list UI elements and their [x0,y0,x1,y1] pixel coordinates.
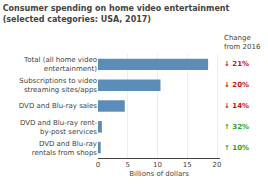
svg-text:5: 5 [126,161,130,169]
svg-text:↓ 14%: ↓ 14% [224,102,249,110]
svg-text:↑ 10%: ↑ 10% [224,144,249,152]
svg-text:10: 10 [153,161,162,169]
svg-text:↓ 20%: ↓ 20% [224,81,249,89]
svg-text:Consumer spending on home vide: Consumer spending on home video entertai… [3,4,230,23]
svg-text:Changefrom 2016: Changefrom 2016 [224,34,261,51]
svg-text:15: 15 [183,161,192,169]
svg-text:DVD and Blu-ray rent-by-post s: DVD and Blu-ray rent-by-post services [20,119,98,136]
svg-text:Subscriptions to videostreamin: Subscriptions to videostreaming sites/ap… [19,77,97,94]
svg-text:Billions of dollars: Billions of dollars [129,170,189,178]
svg-text:20: 20 [213,161,222,169]
svg-text:DVD and Blu-rayrentals from sh: DVD and Blu-rayrentals from shops [32,140,98,157]
svg-text:Total (all home videoentertain: Total (all home videoentertainment) [23,56,97,73]
svg-text:0: 0 [96,161,100,169]
svg-text:↓ 21%: ↓ 21% [224,60,249,68]
svg-text:DVD and Blu-ray sales: DVD and Blu-ray sales [19,102,97,110]
svg-text:↑ 32%: ↑ 32% [224,123,249,131]
